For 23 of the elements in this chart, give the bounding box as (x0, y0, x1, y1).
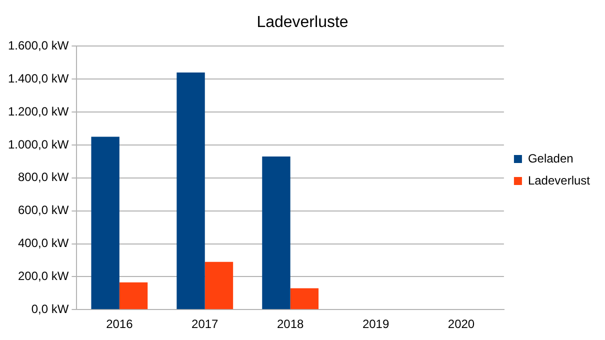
y-tick-label: 200,0 kW (18, 268, 70, 283)
legend-label: Geladen (528, 151, 574, 166)
y-tick-label: 1.600,0 kW (8, 38, 70, 53)
x-tick-label: 2017 (192, 317, 219, 332)
y-tick-label: 1.200,0 kW (8, 104, 70, 118)
bar (91, 136, 120, 310)
y-tick-label: 800,0 kW (18, 170, 70, 184)
bar (262, 156, 290, 310)
x-tick-label: 2020 (448, 317, 475, 332)
bar (290, 288, 319, 310)
x-tick-label: 2019 (362, 317, 390, 332)
y-tick-label: 1.400,0 kW (8, 71, 70, 86)
y-tick-label: 400,0 kW (18, 236, 70, 250)
y-tick-label: 600,0 kW (18, 203, 70, 218)
legend-label: Ladeverlust (528, 173, 591, 188)
bar (119, 282, 148, 310)
x-tick-label: 2016 (106, 317, 134, 332)
bar (204, 262, 234, 310)
chart-title: Ladeverluste (256, 14, 348, 32)
x-tick-label: 2018 (276, 317, 304, 332)
y-tick-label: 1.000,0 kW (8, 137, 70, 152)
bar (176, 72, 205, 310)
y-tick-label: 0,0 kW (31, 302, 70, 316)
